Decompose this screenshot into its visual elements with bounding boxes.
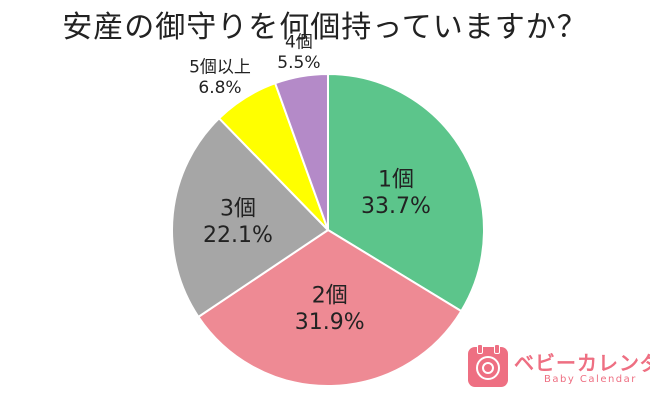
pie-slice xyxy=(327,72,485,313)
baby-calendar-logo-icon xyxy=(468,344,508,387)
slice-label: 3個 xyxy=(220,196,256,221)
brand-name: ベビーカレンダー xyxy=(514,351,650,375)
pie-slice xyxy=(171,116,330,319)
slice-label: 4個 xyxy=(285,33,313,53)
slice-value-label: 22.1% xyxy=(203,223,273,248)
pie-slice xyxy=(197,228,463,387)
slice-value-label: 31.9% xyxy=(295,310,365,335)
slice-value-label: 5.5% xyxy=(277,53,320,73)
brand-subtitle: Baby Calendar xyxy=(544,374,637,385)
slice-label: 5個以上 xyxy=(189,58,251,78)
slice-label: 2個 xyxy=(312,284,348,309)
slice-value-label: 33.7% xyxy=(361,194,431,219)
chart-title: 安産の御守りを何個持っていますか？ xyxy=(62,10,588,45)
pie-slice xyxy=(273,72,329,231)
slice-label: 1個 xyxy=(378,168,414,193)
brand-logo: ベビーカレンダー Baby Calendar xyxy=(468,344,650,393)
slice-value-label: 6.8% xyxy=(198,78,241,98)
